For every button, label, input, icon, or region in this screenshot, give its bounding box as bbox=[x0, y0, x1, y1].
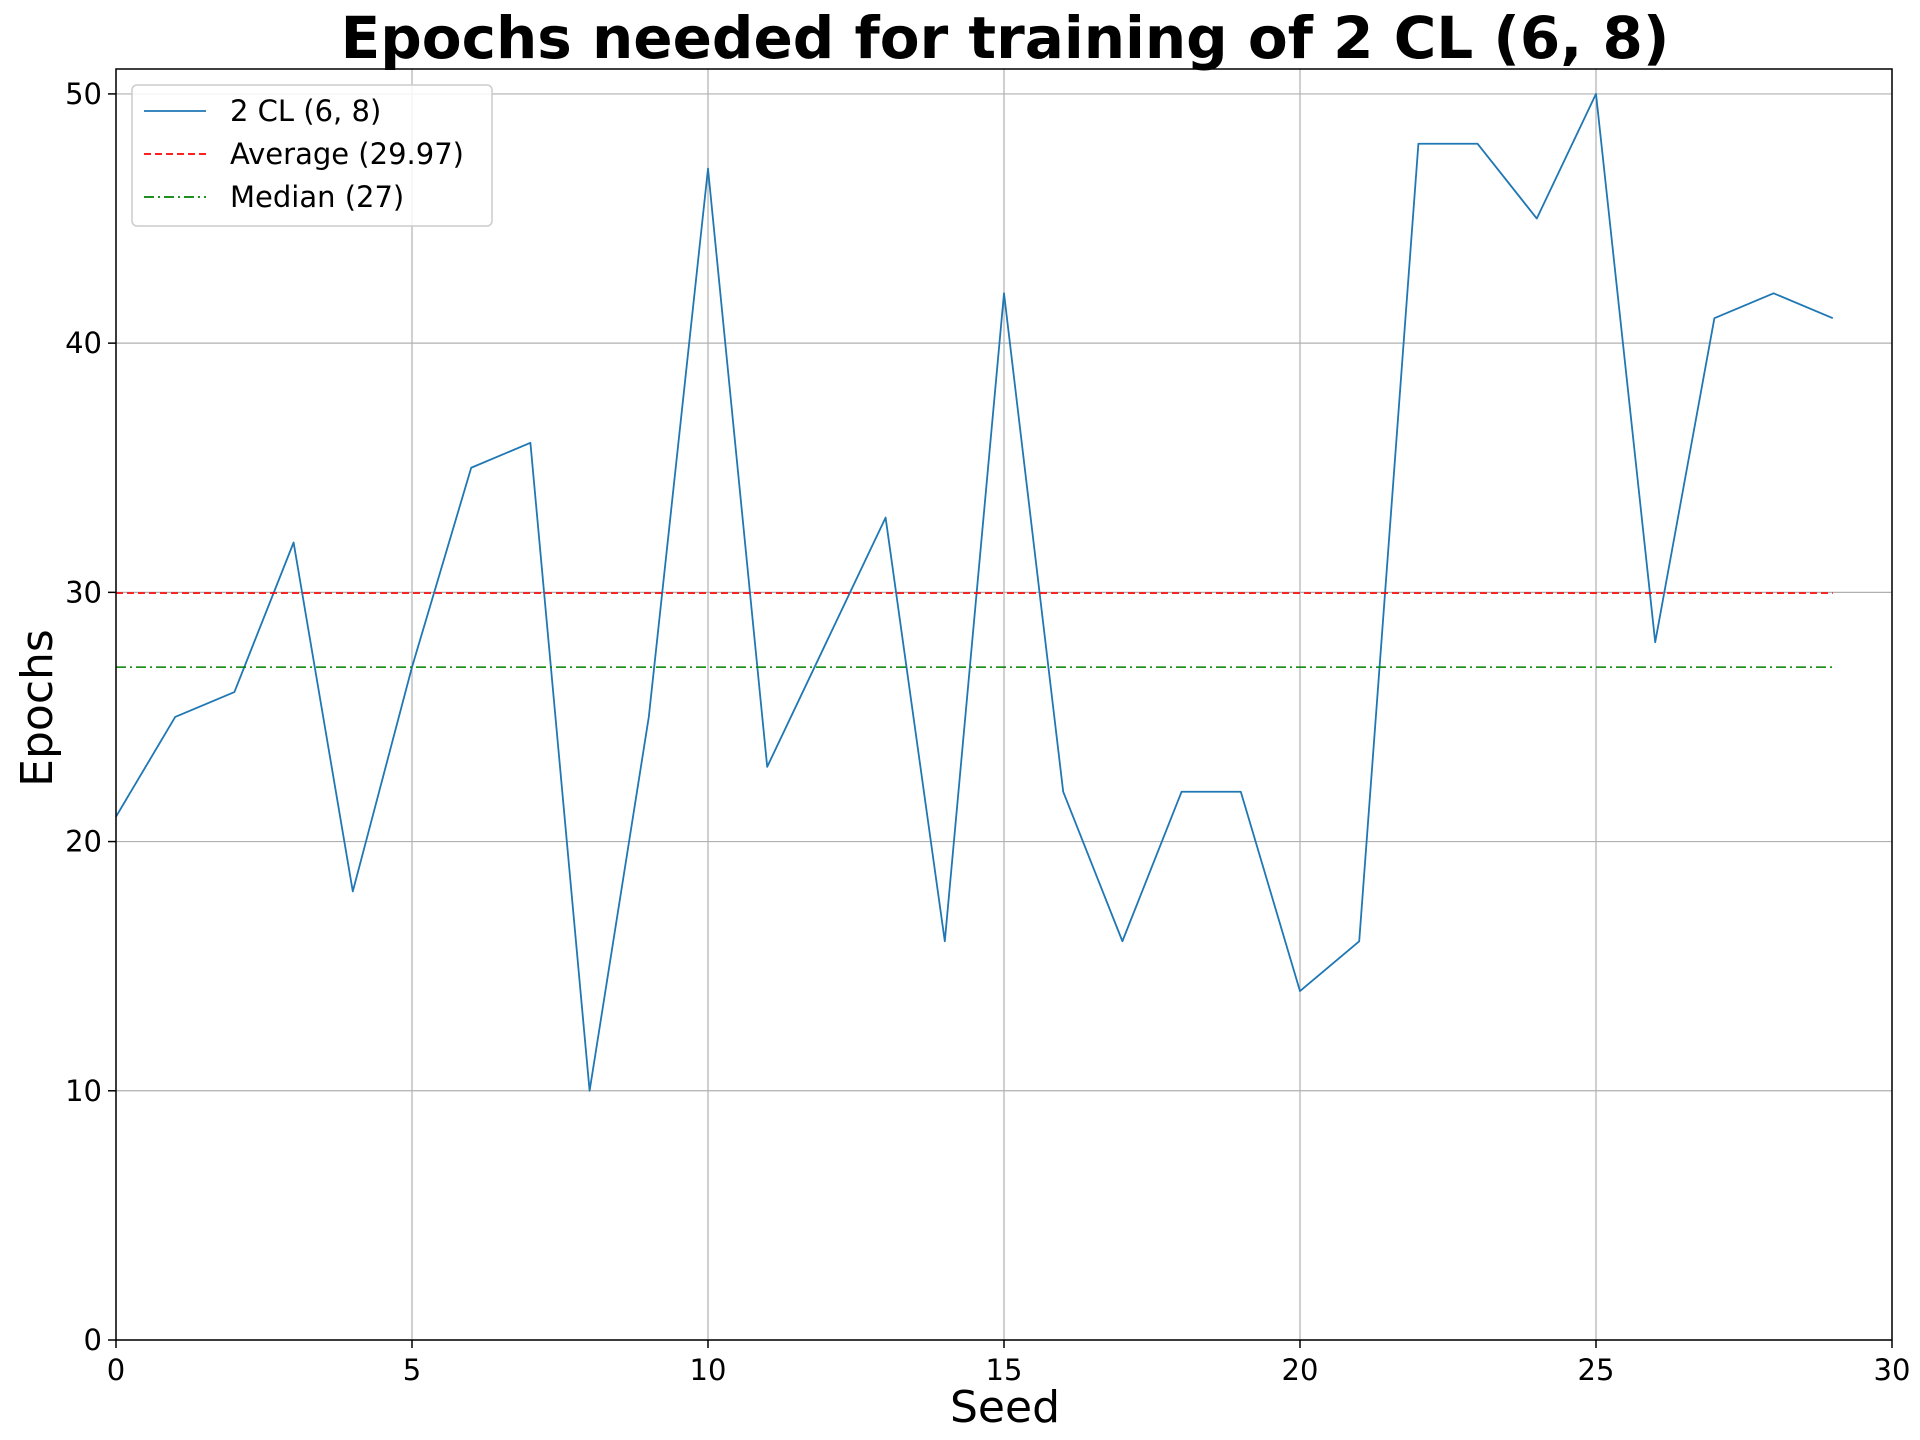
series-layer bbox=[115, 93, 1834, 1092]
x-tick-label: 20 bbox=[1282, 1353, 1319, 1387]
y-tick-label: 50 bbox=[65, 77, 102, 111]
x-tick-label: 10 bbox=[690, 1353, 727, 1387]
y-tick-label: 20 bbox=[65, 825, 102, 859]
y-axis-label: Epochs bbox=[12, 629, 63, 787]
y-tick-label: 30 bbox=[65, 575, 102, 609]
grid bbox=[115, 69, 1893, 1341]
y-tick-label: 0 bbox=[84, 1323, 102, 1357]
legend-label-1: Average (29.97) bbox=[230, 137, 464, 171]
legend-label-0: 2 CL (6, 8) bbox=[230, 94, 381, 128]
x-tick-label: 30 bbox=[1874, 1353, 1911, 1387]
chart-title: Epochs needed for training of 2 CL (6, 8… bbox=[341, 4, 1670, 72]
legend-box bbox=[131, 84, 493, 227]
legend-label-2: Median (27) bbox=[230, 180, 404, 214]
y-tick-label: 10 bbox=[65, 1074, 102, 1108]
x-tick-label: 0 bbox=[107, 1353, 125, 1387]
axis-ticks: 0 5 10 15 20 25 30 0 10 20 30 40 50 bbox=[65, 77, 1910, 1387]
x-tick-label: 5 bbox=[403, 1353, 421, 1387]
legend: 2 CL (6, 8) Average (29.97) Median (27) bbox=[131, 84, 493, 227]
x-tick-label: 15 bbox=[986, 1353, 1023, 1387]
y-tick-label: 40 bbox=[65, 326, 102, 360]
series-line-0 bbox=[115, 93, 1834, 1092]
x-tick-label: 25 bbox=[1578, 1353, 1615, 1387]
x-axis-label: Seed bbox=[950, 1382, 1060, 1433]
